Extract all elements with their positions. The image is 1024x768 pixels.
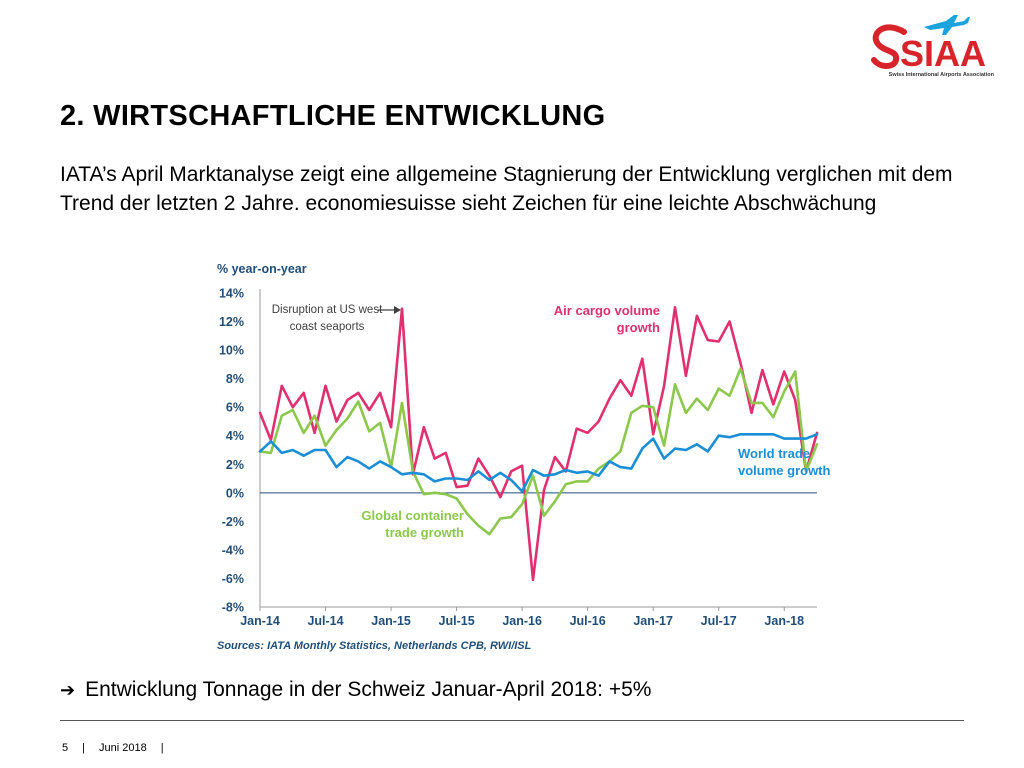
x-tick-label: Jul-15 — [439, 614, 475, 628]
logo-tagline: Swiss International Airports Association — [889, 72, 995, 78]
y-tick-label: 8% — [226, 372, 244, 386]
annotation-label: Disruption at US west — [272, 304, 383, 316]
page-title: 2. WIRTSCHAFTLICHE ENTWICKLUNG — [60, 100, 606, 132]
annotation-label: Air cargo volume — [554, 303, 660, 318]
x-tick-label: Jan-15 — [371, 614, 411, 628]
x-tick-label: Jan-14 — [240, 614, 280, 628]
airplane-icon — [924, 15, 970, 35]
page-number: 5 — [62, 742, 69, 754]
y-tick-label: 10% — [219, 344, 244, 358]
arrow-right-icon: ➔ — [60, 680, 76, 700]
bullet-line: ➔ Entwicklung Tonnage in der Schweiz Janu… — [60, 678, 651, 702]
y-tick-label: 12% — [219, 315, 244, 329]
y-axis-label: % year-on-year — [217, 262, 307, 276]
y-tick-label: 6% — [226, 401, 244, 415]
y-tick-label: 2% — [226, 458, 244, 472]
annotation-label: trade growth — [385, 525, 464, 540]
series-line-world-trade-volume-growth — [258, 433, 819, 493]
bullet-text: Entwicklung Tonnage in der Schweiz Janua… — [85, 678, 652, 701]
y-tick-label: -4% — [222, 543, 244, 557]
footer-separator: | — [160, 742, 164, 754]
annotation-label: Global container — [361, 508, 464, 523]
x-tick-label: Jan-17 — [633, 614, 673, 628]
logo-text: SIAA — [900, 33, 986, 74]
footer-separator: | — [82, 742, 85, 754]
annotation-label: volume growth — [738, 463, 831, 478]
footer-divider — [60, 720, 964, 721]
y-tick-label: -6% — [222, 572, 244, 586]
siaa-logo: SIAA Swiss International Airports Associ… — [866, 10, 996, 80]
y-tick-label: 14% — [219, 287, 244, 301]
arrow-head-icon — [394, 306, 401, 314]
y-tick-label: 0% — [226, 486, 244, 500]
x-tick-label: Jul-17 — [701, 614, 737, 628]
chart: % year-on-year 14% 12% 10% 8% 6% 4% 2% 0% -2% -4% -… — [205, 257, 845, 657]
x-tick-label: Jul-14 — [307, 614, 343, 628]
x-tick-label: Jan-16 — [502, 614, 542, 628]
series-line-global-container-trade-growth — [258, 367, 819, 536]
page-subtitle: IATA’s April Marktanalyse zeigt eine all… — [60, 163, 953, 215]
y-tick-label: 4% — [226, 429, 244, 443]
footer-date: Juni 2018 — [98, 742, 147, 754]
series-line-air-cargo-volume-growth — [258, 305, 819, 582]
y-tick-label: -8% — [222, 601, 244, 615]
annotation-label: World trade — [738, 446, 810, 461]
x-tick-label: Jul-16 — [570, 614, 606, 628]
x-tick-label: Jan-18 — [764, 614, 804, 628]
annotation-label: growth — [617, 320, 660, 335]
y-tick-label: -2% — [222, 515, 244, 529]
annotation-label: coast seaports — [290, 321, 365, 333]
chart-source: Sources: IATA Monthly Statistics, Nether… — [217, 640, 532, 652]
footer: 5 | Juni 2018 | — [62, 742, 178, 754]
line-chart: % year-on-year 14% 12% 10% 8% 6% 4% 2% 0% -2% -4% -… — [217, 262, 831, 652]
